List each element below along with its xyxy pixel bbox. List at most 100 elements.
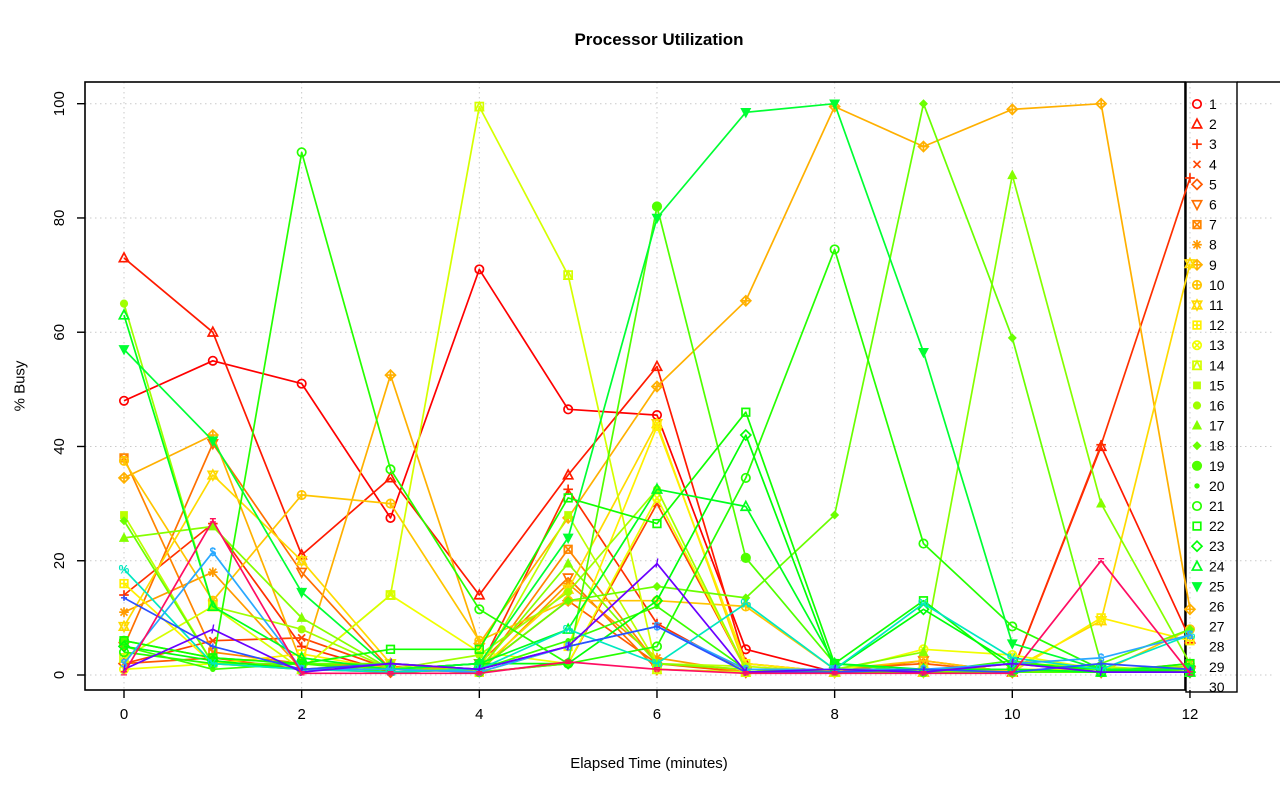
svg-text:/: / <box>566 639 570 653</box>
y-tick-label: 80 <box>51 210 68 227</box>
legend-label: 26 <box>1209 599 1225 615</box>
legend-label: 1 <box>1209 96 1217 112</box>
x-axis: 0 2 4 6 8 10 12 <box>120 690 1198 723</box>
legend-label: 10 <box>1209 277 1225 293</box>
legend-entry-16: 16 <box>1192 398 1225 414</box>
svg-text:+: + <box>831 665 838 679</box>
legend-symbol-square-icon <box>1192 521 1202 531</box>
legend-label: 27 <box>1209 619 1225 635</box>
svg-text:$: $ <box>1187 628 1194 642</box>
legend-entry-4: 4 <box>1192 156 1217 172</box>
legend-entry-20: 20 <box>1194 478 1225 494</box>
svg-text:/: / <box>389 657 393 671</box>
legend-entry-22: 22 <box>1192 518 1225 534</box>
legend-label: 25 <box>1209 578 1225 594</box>
svg-text:/: / <box>833 662 837 676</box>
svg-text:=: = <box>387 666 394 680</box>
series-line-1 <box>123 268 1191 673</box>
svg-text:/: / <box>655 557 659 571</box>
x-tick-label: 8 <box>830 706 838 723</box>
svg-text:=: = <box>831 666 838 680</box>
legend-entry-10: 10 <box>1191 277 1225 293</box>
legend-entry-12: 12 <box>1192 317 1225 333</box>
legend-label: 13 <box>1209 337 1225 353</box>
legend-symbol-diamond-icon <box>1190 539 1204 553</box>
y-axis: 0 20 40 60 80 100 <box>51 91 85 679</box>
svg-text:+: + <box>1186 662 1193 676</box>
legend-label: 23 <box>1209 538 1225 554</box>
legend-entry-23: 23 <box>1190 538 1225 554</box>
y-tick-label: 0 <box>51 671 68 679</box>
series-line-2 <box>123 257 1191 673</box>
series-30: = = = = = = = = = = = = = <box>120 514 1193 681</box>
legend-symbol-square-plus-icon <box>1192 320 1202 330</box>
svg-text:%: % <box>563 622 574 636</box>
legend-entry-5: 5 <box>1190 176 1217 192</box>
legend-entry-14: 14 <box>1191 357 1225 373</box>
svg-text:=: = <box>565 655 572 669</box>
legend-entry-29: 29 <box>1209 659 1225 675</box>
y-tick-label: 40 <box>51 438 68 455</box>
x-tick-label: 0 <box>120 706 128 723</box>
legend-entry-17: 17 <box>1191 418 1225 434</box>
y-tick-label: 100 <box>51 91 68 116</box>
series-1 <box>118 264 1196 678</box>
svg-text:+: + <box>209 639 216 653</box>
legend-label: 2 <box>1209 116 1217 132</box>
svg-text:%: % <box>1096 662 1107 676</box>
legend-symbol-circle-filled-icon <box>1192 401 1202 410</box>
x-tick-label: 6 <box>653 706 661 723</box>
legend-entry-18: 18 <box>1192 438 1225 454</box>
series-line-30 <box>123 519 1191 675</box>
legend-symbol-circle-cross-icon <box>1191 340 1203 351</box>
svg-text:=: = <box>653 662 660 676</box>
legend-symbol-star-of-david-icon <box>1190 298 1204 312</box>
svg-text:%: % <box>207 657 218 671</box>
legend-label: 7 <box>1209 217 1217 233</box>
series-line-23 <box>123 434 1191 673</box>
y-tick-label: 60 <box>51 324 68 341</box>
svg-text:/: / <box>122 662 126 676</box>
legend-label: 21 <box>1209 498 1225 514</box>
svg-text:+: + <box>120 591 127 605</box>
svg-text:=: = <box>476 666 483 680</box>
svg-text:%: % <box>652 657 663 671</box>
svg-text:=: = <box>298 666 305 680</box>
legend-symbol-circle-plus-icon <box>1191 279 1203 290</box>
legend-entry-6: 6 <box>1190 197 1217 213</box>
legend-entry-8: 8 <box>1192 237 1217 253</box>
legend-label: 5 <box>1209 176 1217 192</box>
legend-label: 15 <box>1209 377 1225 393</box>
legend-symbol-circle-icon <box>1191 98 1203 110</box>
legend-symbol-triangle-filled-icon <box>1191 419 1203 430</box>
x-axis-label: Elapsed Time (minutes) <box>570 755 728 772</box>
svg-text:/: / <box>922 665 926 679</box>
svg-text:/: / <box>1099 665 1103 679</box>
legend-entry-26: 26 <box>1209 599 1225 615</box>
svg-text:%: % <box>1007 651 1018 665</box>
legend-label: 24 <box>1209 558 1225 574</box>
legend-label: 4 <box>1209 156 1217 172</box>
svg-text:$: $ <box>387 662 394 676</box>
legend-symbol-plus-icon <box>1192 139 1202 149</box>
legend-label: 3 <box>1209 136 1217 152</box>
legend-label: 18 <box>1209 438 1225 454</box>
legend-symbol-diamond-filled-icon <box>1192 441 1202 451</box>
legend-label: 12 <box>1209 317 1225 333</box>
y-tick-label: 20 <box>51 552 68 569</box>
legend-label: 22 <box>1209 518 1225 534</box>
series-line-21 <box>123 151 1190 671</box>
legend-symbol-star-icon <box>1192 239 1202 250</box>
legend-symbol-triangle-down-filled-icon <box>1191 582 1203 593</box>
svg-text:%: % <box>1185 628 1196 642</box>
svg-text:+: + <box>298 662 305 676</box>
legend-label: 19 <box>1209 458 1225 474</box>
legend-symbol-dot-icon <box>1194 483 1200 489</box>
svg-text:=: = <box>120 666 127 680</box>
svg-text:/: / <box>744 665 748 679</box>
legend-label: 11 <box>1209 297 1224 313</box>
svg-text:$: $ <box>476 665 483 679</box>
svg-text:=: = <box>1009 666 1016 680</box>
legend-entry-13: 13 <box>1191 337 1225 353</box>
